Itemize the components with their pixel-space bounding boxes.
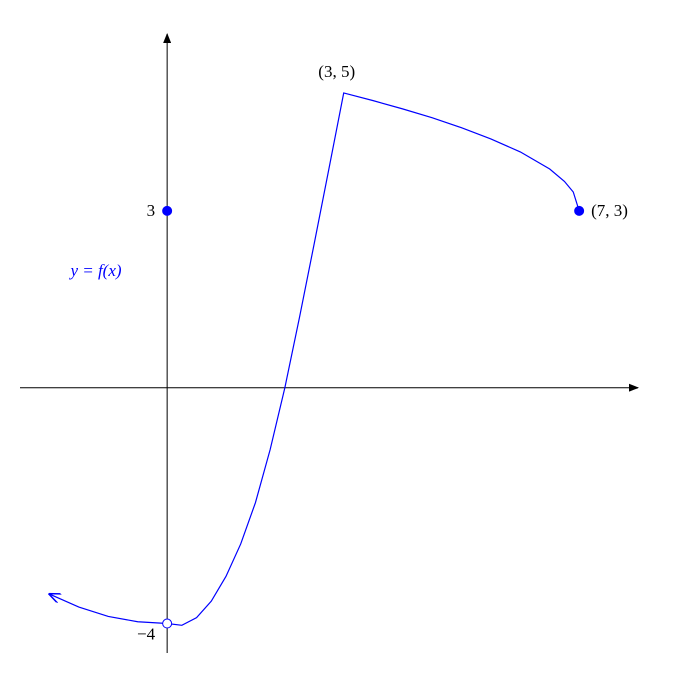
function-label: y = f(x) bbox=[68, 261, 121, 280]
point-label: (7, 3) bbox=[591, 201, 628, 220]
function-curve bbox=[49, 92, 580, 626]
point-label: (3, 5) bbox=[318, 62, 355, 81]
filled-point bbox=[574, 205, 585, 216]
y-tick-label: −4 bbox=[137, 624, 156, 643]
y-tick-label: 3 bbox=[147, 201, 156, 220]
open-point bbox=[162, 618, 173, 629]
filled-point bbox=[162, 205, 173, 216]
